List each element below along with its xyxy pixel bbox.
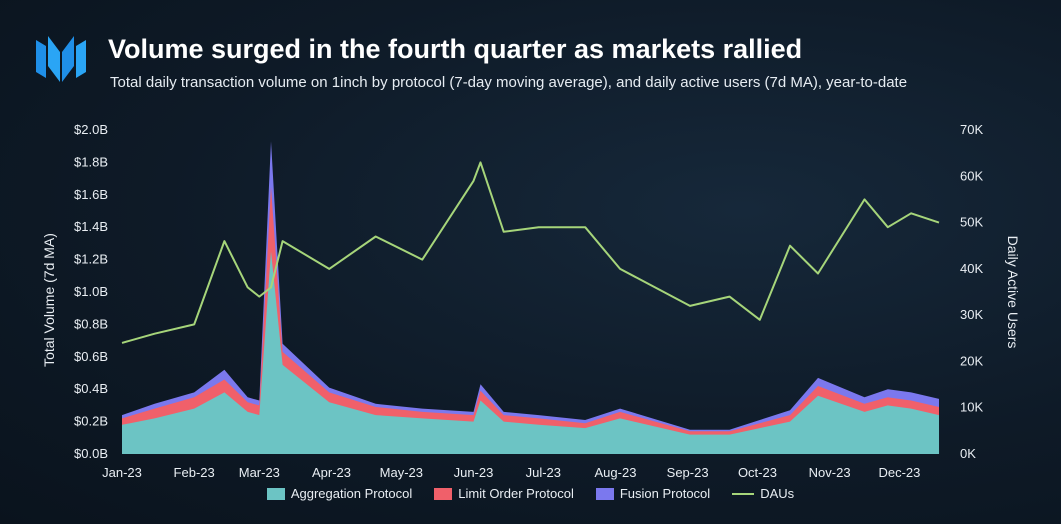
y-axis-left: $0.0B $0.2B $0.4B $0.6B $0.8B $1.0B $1.2B $1.4B… <box>74 122 108 461</box>
y-tick-label: $0.6B <box>74 349 108 364</box>
legend-label-daus: DAUs <box>760 486 795 501</box>
y-tick-label: $1.0B <box>74 284 108 299</box>
y2-tick-label: 70K <box>960 122 983 137</box>
x-tick-label: Apr-23 <box>312 465 351 480</box>
legend-label-fusion: Fusion Protocol <box>619 486 711 501</box>
x-tick-label: Jan-23 <box>102 465 142 480</box>
chart-legend: Aggregation Protocol Limit Order Protoco… <box>0 486 1061 501</box>
y-tick-label: $1.4B <box>74 219 108 234</box>
legend-label-aggregation: Aggregation Protocol <box>290 486 413 501</box>
legend-label-limit: Limit Order Protocol <box>458 486 574 501</box>
y2-tick-label: 40K <box>960 261 983 276</box>
x-tick-label: Sep-23 <box>667 465 709 480</box>
legend-item-limit: Limit Order Protocol <box>434 486 574 501</box>
y2-tick-label: 10K <box>960 400 983 415</box>
legend-swatch-limit <box>434 487 453 500</box>
y-tick-label: $0.8B <box>74 316 108 331</box>
y2-tick-label: 30K <box>960 307 983 322</box>
y2-tick-label: 50K <box>960 215 983 230</box>
y-axis-right: 0K 10K 20K 30K 40K 50K 60K 70K <box>960 122 983 461</box>
x-tick-label: Nov-23 <box>809 465 851 480</box>
x-tick-label: Aug-23 <box>595 465 637 480</box>
y2-axis-title: Daily Active Users <box>1005 236 1021 349</box>
x-tick-label: Mar-23 <box>239 465 280 480</box>
y-tick-label: $0.0B <box>74 446 108 461</box>
y-tick-label: $2.0B <box>74 122 108 137</box>
y2-tick-label: 20K <box>960 353 983 368</box>
chart-subtitle: Total daily transaction volume on 1inch … <box>110 74 908 91</box>
legend-item-fusion: Fusion Protocol <box>595 486 711 501</box>
x-tick-label: Jul-23 <box>526 465 561 480</box>
y-tick-label: $1.6B <box>74 187 108 202</box>
x-axis: Jan-23 Feb-23 Mar-23 Apr-23 May-23 Jun-23 Jul-… <box>102 465 920 480</box>
legend-item-daus: DAUs <box>732 486 794 501</box>
y-tick-label: $0.4B <box>74 381 108 396</box>
y-tick-label: $1.8B <box>74 154 108 169</box>
dau-line-layer <box>121 161 940 344</box>
dau-line <box>121 161 940 344</box>
y-tick-label: $1.2B <box>74 252 108 267</box>
aggregation-area <box>122 251 940 454</box>
y-axis-title: Total Volume (7d MA) <box>41 233 57 367</box>
y2-tick-label: 60K <box>960 168 983 183</box>
legend-swatch-daus <box>732 492 755 495</box>
chart-title: Volume surged in the fourth quarter as m… <box>108 34 803 64</box>
legend-item-aggregation: Aggregation Protocol <box>266 486 413 501</box>
m-logo-icon <box>36 36 86 82</box>
x-tick-label: Jun-23 <box>454 465 494 480</box>
x-tick-label: Oct-23 <box>738 465 777 480</box>
x-tick-label: Dec-23 <box>878 465 920 480</box>
x-tick-label: Feb-23 <box>174 465 215 480</box>
area-layers <box>122 141 940 455</box>
x-tick-label: May-23 <box>380 465 423 480</box>
legend-swatch-aggregation <box>266 487 285 500</box>
y2-tick-label: 0K <box>960 446 976 461</box>
legend-swatch-fusion <box>595 487 614 500</box>
y-tick-label: $0.2B <box>74 414 108 429</box>
